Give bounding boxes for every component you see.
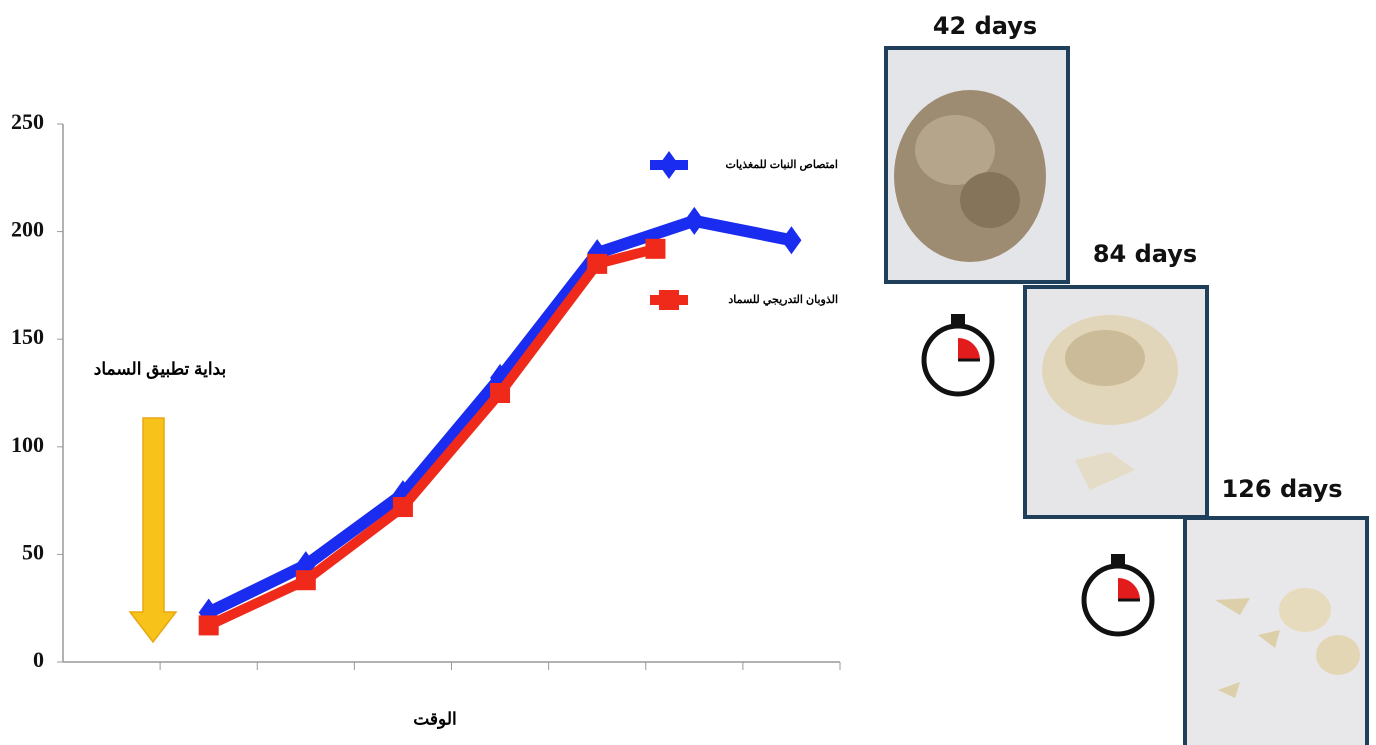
marker — [295, 570, 316, 591]
marker — [392, 497, 413, 518]
series-line — [206, 243, 657, 630]
annotation: بداية تطبيق السماد — [94, 359, 226, 379]
legend-label: الذوبان التدريجي للسماد — [728, 294, 838, 307]
marker — [684, 206, 705, 235]
legend-label: امتصاص النبات للمغذيات — [725, 159, 838, 171]
panel-label: 126 days — [1221, 475, 1342, 503]
y-tick-label: 50 — [22, 539, 44, 564]
photo-panel: 84 days — [1023, 240, 1209, 519]
marker — [781, 226, 802, 255]
marker — [198, 615, 219, 636]
y-tick-label: 250 — [11, 109, 44, 134]
series-line — [206, 214, 793, 618]
y-tick-label: 200 — [11, 217, 44, 242]
timer-icon — [1081, 554, 1155, 637]
y-tick-label: 0 — [33, 647, 44, 672]
timer-icon — [921, 314, 995, 397]
marker — [645, 238, 666, 259]
panel-label: 84 days — [1093, 240, 1197, 268]
x-axis-label: الوقت — [413, 709, 457, 729]
photo-panel: 126 days — [1183, 475, 1369, 745]
panel-label: 42 days — [933, 12, 1037, 40]
y-tick-label: 100 — [11, 432, 44, 457]
arrow — [128, 417, 178, 644]
marker — [587, 253, 608, 274]
legend-marker — [659, 151, 679, 179]
y-tick-label: 150 — [11, 324, 44, 349]
legend-marker — [659, 290, 679, 310]
marker — [490, 383, 511, 403]
photo-panel: 42 days — [884, 12, 1070, 284]
